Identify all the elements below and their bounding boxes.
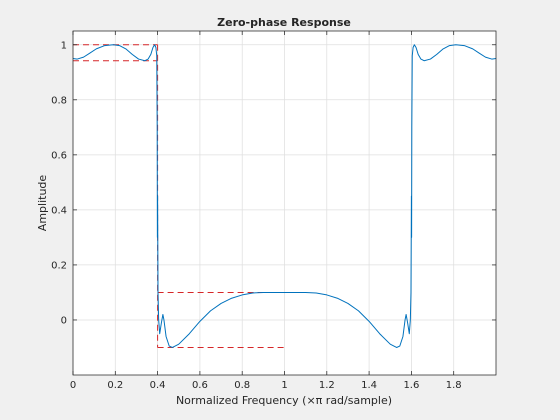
y-tick-labels: 0 0.2 0.4 0.6 0.8 1 <box>51 40 67 326</box>
x-tick-label: 0.6 <box>192 380 208 391</box>
x-tick-label: 0.2 <box>107 380 123 391</box>
x-tick-labels: 0 0.2 0.4 0.6 0.8 1 1.2 1.4 1.6 1.8 <box>70 380 462 391</box>
tick-marks <box>72 31 496 375</box>
x-tick-label: 1.6 <box>403 380 419 391</box>
y-tick-label: 0.8 <box>51 95 67 106</box>
x-tick-label: 1.8 <box>446 380 462 391</box>
x-tick-label: 0.4 <box>150 380 166 391</box>
x-tick-label: 1.2 <box>319 380 335 391</box>
y-tick-label: 0.2 <box>51 260 67 271</box>
x-tick-label: 0.8 <box>234 380 250 391</box>
x-axis-label: Normalized Frequency (×π rad/sample) <box>176 394 392 407</box>
x-tick-label: 0 <box>70 380 76 391</box>
y-tick-label: 0 <box>61 315 67 326</box>
chart-title: Zero-phase Response <box>217 16 351 29</box>
x-axis-label-suffix: rad/sample) <box>322 394 392 407</box>
y-axis-label: Amplitude <box>36 175 49 232</box>
x-axis-label-prefix: Normalized Frequency ( <box>176 394 307 407</box>
y-tick-label: 0.4 <box>51 205 67 216</box>
grid-lines <box>72 31 496 375</box>
x-tick-label: 1.4 <box>361 380 377 391</box>
y-tick-label: 1 <box>61 40 67 51</box>
response-curve <box>72 44 497 348</box>
x-tick-label: 1 <box>281 380 287 391</box>
y-tick-label: 0.6 <box>51 150 67 161</box>
x-axis-label-symbol: ×π <box>306 394 322 407</box>
response-curve-group <box>72 44 497 348</box>
